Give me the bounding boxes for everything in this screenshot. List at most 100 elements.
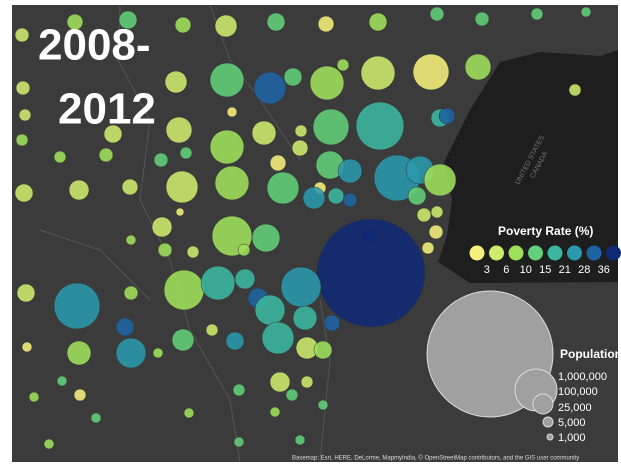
bubble [124, 286, 138, 300]
legend-swatch [509, 246, 524, 261]
bubble [166, 171, 198, 203]
bubble [303, 187, 325, 209]
bubble [17, 284, 35, 302]
bubble [338, 159, 362, 183]
bubble [164, 270, 204, 310]
bubble [201, 266, 235, 300]
bubble [424, 164, 456, 196]
bubble [262, 322, 294, 354]
bubble [184, 408, 194, 418]
legend-label: 15 [539, 264, 551, 276]
bubble [44, 439, 54, 449]
legend-title: Poverty Rate (%) [498, 224, 593, 238]
legend-label: 1,000,000 [558, 371, 607, 383]
bubble [166, 117, 192, 143]
bubble [343, 193, 357, 207]
bubble [226, 332, 244, 350]
bubble [369, 13, 387, 31]
bubble [210, 130, 244, 164]
bubble [361, 56, 395, 90]
legend-label: 1,000 [558, 432, 586, 444]
bubble [255, 295, 285, 325]
bubble [15, 28, 29, 42]
bubble [16, 81, 30, 95]
bubble [422, 242, 434, 254]
bubble [270, 155, 286, 171]
bubble [361, 227, 379, 245]
bubble [429, 225, 443, 239]
legend-swatch [587, 246, 602, 261]
bubble [19, 109, 31, 121]
bubble [122, 179, 138, 195]
bubble [284, 68, 302, 86]
bubble [252, 224, 280, 252]
bubble [475, 12, 489, 26]
bubble [295, 125, 307, 137]
bubble [15, 184, 33, 202]
bubble [313, 109, 349, 145]
bubble [356, 102, 404, 150]
bubble [235, 269, 255, 289]
legend-circle [533, 394, 553, 414]
bubble [116, 338, 146, 368]
legend-swatch [470, 246, 485, 261]
bubble [22, 342, 32, 352]
bubble [206, 324, 218, 336]
bubble [29, 392, 39, 402]
bubble [57, 376, 67, 386]
bubble [210, 63, 244, 97]
bubble [126, 235, 136, 245]
legend-title: Population [560, 347, 621, 361]
bubble [165, 71, 187, 93]
bubble [431, 206, 443, 218]
bubble [234, 437, 244, 447]
legend-swatch [548, 246, 563, 261]
bubble [252, 121, 276, 145]
bubble [314, 341, 332, 359]
bubble [158, 243, 172, 257]
bubble [116, 318, 134, 336]
title: 2012 [58, 85, 156, 134]
bubble [292, 140, 308, 156]
bubble [152, 217, 172, 237]
bubble [318, 400, 328, 410]
bubble [153, 348, 163, 358]
bubble [417, 208, 431, 222]
legend-label: 25,000 [558, 402, 592, 414]
bubble [238, 244, 250, 256]
legend-label: 3 [484, 264, 490, 276]
bubble [16, 134, 28, 146]
bubble [301, 376, 313, 388]
bubble [54, 151, 66, 163]
bubble [270, 372, 290, 392]
bubble [154, 153, 168, 167]
bubble [310, 66, 344, 100]
bubble [74, 389, 86, 401]
legend-label: 100,000 [558, 386, 598, 398]
bubble [439, 108, 455, 124]
bubble [293, 306, 317, 330]
legend-circle [543, 417, 553, 427]
bubble [295, 435, 305, 445]
bubble [267, 13, 285, 31]
legend-label: 36 [598, 264, 610, 276]
bubble [281, 267, 321, 307]
bubble [254, 72, 286, 104]
bubble [430, 7, 444, 21]
bubble [408, 187, 426, 205]
bubble [531, 8, 543, 20]
bubble [569, 84, 581, 96]
bubble [99, 148, 113, 162]
bubble [176, 208, 184, 216]
bubble [318, 16, 334, 32]
title: 2008- [38, 21, 151, 70]
bubble [180, 147, 192, 159]
bubble [270, 407, 280, 417]
bubble [581, 7, 591, 17]
bubble [175, 17, 191, 33]
legend-circle [547, 434, 553, 440]
attribution: Basemap: Esri, HERE, DeLorme, MapmyIndia… [292, 455, 579, 462]
bubble [215, 166, 249, 200]
bubble [172, 329, 194, 351]
